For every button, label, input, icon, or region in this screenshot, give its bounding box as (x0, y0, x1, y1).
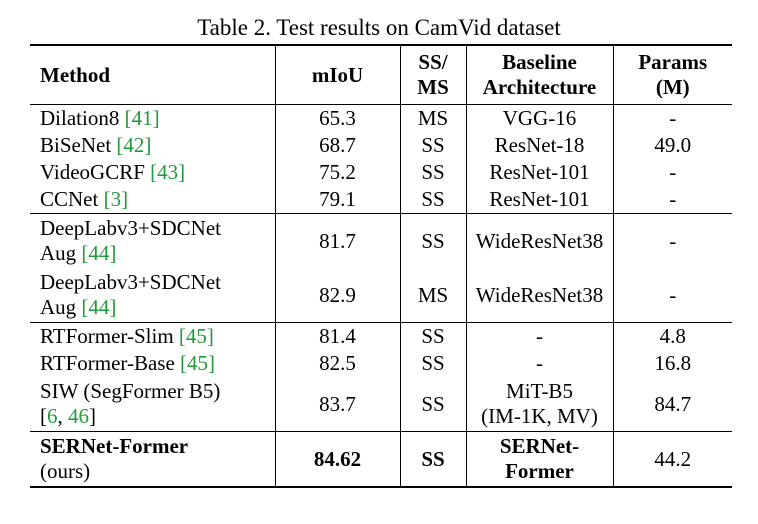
citation-link[interactable]: [43] (150, 160, 186, 184)
architecture-cell: ResNet-101 (466, 159, 614, 186)
miou-cell: 65.3 (275, 104, 401, 132)
method-cell: RTFormer-Slim [45] (30, 322, 276, 350)
architecture-cell: WideResNet38 (466, 213, 614, 268)
miou-cell: 84.62 (275, 431, 401, 488)
table-row: BiSeNet [42] 68.7 SS ResNet-18 49.0 (30, 132, 732, 159)
citation-link[interactable]: [42] (116, 133, 152, 157)
miou-cell: 82.9 (275, 268, 401, 323)
method-cell: DeepLabv3+SDCNet Aug [44] (30, 213, 276, 268)
params-cell: 84.7 (654, 391, 692, 416)
method-cell: VideoGCRF [43] (30, 159, 276, 186)
table-row: SIW (SegFormer B5) [6, 46] 83.7 SS MiT-B5… (30, 377, 732, 432)
ssms-cell: SS (400, 213, 467, 268)
miou-cell: 68.7 (275, 132, 401, 159)
ssms-cell: SS (400, 350, 467, 377)
ssms-cell: SS (400, 322, 467, 350)
table-row: RTFormer-Slim [45] 81.4 SS - 4.8 (30, 322, 732, 350)
citation-link[interactable]: [44] (81, 295, 117, 319)
params-cell: 16.8 (654, 351, 692, 375)
miou-cell: 83.7 (275, 377, 401, 432)
method-cell: SIW (SegFormer B5) [6, 46] (30, 377, 276, 432)
ssms-cell: SS (400, 377, 467, 432)
method-cell: BiSeNet [42] (30, 132, 276, 159)
table-row: DeepLabv3+SDCNet Aug [44] 81.7 SS WideRes… (30, 213, 732, 268)
architecture-cell: SERNet- Former (466, 431, 614, 488)
params-cell: - (669, 160, 677, 184)
method-cell: CCNet [3] (30, 186, 276, 214)
citation-link[interactable]: [3] (103, 187, 129, 211)
header-architecture: Baseline Architecture (466, 44, 614, 105)
table-caption: Table 2. Test results on CamVid dataset (197, 15, 561, 40)
params-cell: - (669, 282, 677, 307)
architecture-cell: WideResNet38 (466, 268, 614, 323)
architecture-cell: - (466, 350, 614, 377)
header-row: Method mIoU SS/MS Baseline Architecture P… (30, 44, 732, 105)
results-table: Method mIoU SS/MS Baseline Architecture P… (30, 44, 732, 488)
miou-cell: 79.1 (275, 186, 401, 214)
architecture-cell: ResNet-101 (466, 186, 614, 214)
miou-cell: 81.4 (275, 322, 401, 350)
params-cell: - (613, 104, 732, 132)
table-row: RTFormer-Base [45] 82.5 SS - 16.8 (30, 350, 732, 377)
architecture-cell: MiT-B5 (IM-1K, MV) (466, 377, 614, 432)
params-cell: 49.0 (654, 133, 692, 157)
citation-link[interactable]: [45] (180, 351, 216, 375)
table-row: DeepLabv3+SDCNet Aug [44] 82.9 MS WideRes… (30, 268, 732, 323)
table-row: Dilation8 [41] 65.3 MS VGG-16 - (30, 104, 732, 132)
ssms-cell: SS (400, 132, 467, 159)
miou-cell: 81.7 (275, 213, 401, 268)
ssms-cell: SS (400, 186, 467, 214)
header-params: Params (M) (613, 44, 732, 105)
method-cell: Dilation8 [41] (30, 104, 276, 132)
ssms-cell: MS (400, 104, 467, 132)
table-row: VideoGCRF [43] 75.2 SS ResNet-101 - (30, 159, 732, 186)
ssms-cell: MS (400, 268, 467, 323)
params-cell: 4.8 (613, 322, 732, 350)
architecture-cell: ResNet-18 (466, 132, 614, 159)
params-cell: 44.2 (613, 431, 732, 488)
table-row: CCNet [3] 79.1 SS ResNet-101 - (30, 186, 732, 214)
miou-cell: 75.2 (275, 159, 401, 186)
citation-link[interactable]: [45] (178, 324, 214, 348)
citation-link[interactable]: [44] (81, 241, 117, 265)
architecture-cell: VGG-16 (466, 104, 614, 132)
header-method: Method (30, 44, 276, 105)
miou-cell: 82.5 (275, 350, 401, 377)
architecture-cell: - (466, 322, 614, 350)
method-cell: DeepLabv3+SDCNet Aug [44] (30, 268, 276, 323)
method-cell: SERNet-Former (ours) (30, 431, 276, 488)
params-cell: - (669, 187, 677, 211)
ssms-cell: SS (400, 431, 467, 488)
table-row-ours: SERNet-Former (ours) 84.62 SS SERNet- Form… (30, 431, 732, 488)
header-miou: mIoU (275, 44, 401, 105)
method-cell: RTFormer-Base [45] (30, 350, 276, 377)
citation-link[interactable]: [41] (124, 106, 160, 130)
ssms-cell: SS (400, 159, 467, 186)
citation-link[interactable]: 6 (47, 404, 58, 428)
header-ssms: SS/MS (400, 44, 467, 105)
params-cell: - (613, 213, 732, 268)
citation-link[interactable]: 46 (68, 404, 89, 428)
